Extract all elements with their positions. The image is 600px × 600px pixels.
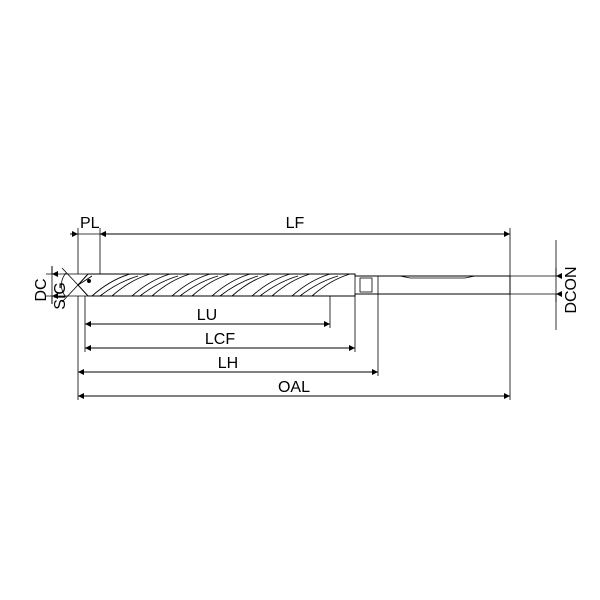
dim-bottom: LU LCF LH OAL (78, 294, 510, 400)
drill-dimension-diagram: PL LF DC SIG DCON (0, 0, 600, 600)
label-lf: LF (286, 215, 305, 232)
dim-left: DC SIG (33, 266, 88, 310)
dim-top: PL LF (70, 215, 510, 276)
label-lu: LU (197, 307, 217, 324)
label-dc: DC (33, 278, 50, 301)
label-oal: OAL (278, 379, 310, 396)
label-sig: SIG (52, 282, 69, 310)
label-lcf: LCF (205, 331, 235, 348)
label-dcon: DCON (563, 266, 580, 313)
drill-body (78, 274, 510, 296)
label-pl: PL (80, 215, 100, 232)
label-lh: LH (218, 355, 238, 372)
dim-right: DCON (510, 240, 580, 330)
